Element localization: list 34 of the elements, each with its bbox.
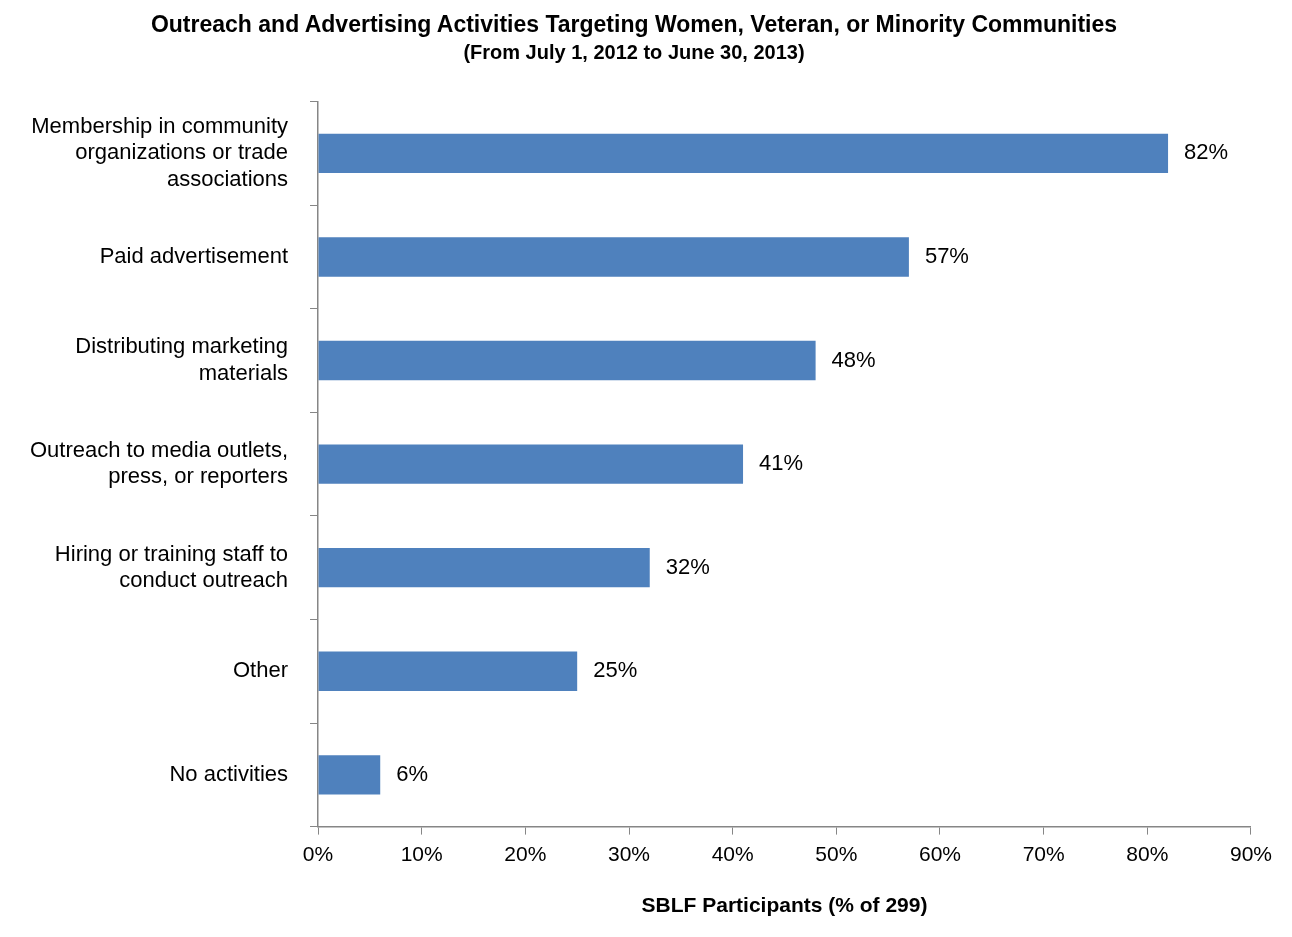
x-tick-label: 20% (504, 842, 547, 865)
bar (318, 237, 909, 277)
bar (318, 651, 578, 691)
chart-title: Outreach and Advertising Activities Targeting Women, Veteran, or Minority Communities (150, 11, 1118, 38)
bar (318, 547, 650, 588)
x-tick-label: 40% (711, 842, 754, 865)
data-label: 41% (759, 450, 804, 476)
y-tick-label: Paid advertisement (99, 243, 289, 269)
bar (318, 444, 744, 484)
bar (318, 755, 381, 795)
x-tick-label: 60% (918, 842, 962, 865)
bar (318, 340, 816, 381)
chart-subtitle: (From July 1, 2012 to June 30, 2013) (463, 41, 805, 64)
data-label: 57% (924, 243, 969, 269)
y-tick-label: Outreach to media outlets, press, or reporters (30, 436, 289, 489)
x-tick-label: 30% (608, 842, 651, 865)
y-tick-label: No activities (169, 760, 289, 786)
y-tick-label: Membership in community organizations or trade associations (31, 113, 289, 191)
data-label: 32% (665, 553, 710, 579)
x-axis-title: SBLF Participants (% of 299) (641, 893, 928, 917)
y-tick-label: Hiring or training staff to conduct outreach (54, 540, 289, 592)
x-tick-label: 90% (1229, 842, 1272, 865)
bar (318, 133, 1169, 174)
data-label: 25% (593, 657, 638, 683)
x-tick-label: 80% (1126, 842, 1169, 865)
x-tick-label: 0% (302, 842, 334, 865)
y-tick-label: Other (233, 657, 289, 683)
y-tick-label: Distributing marketing materials (75, 333, 289, 385)
data-label: 48% (831, 346, 876, 372)
x-tick-label: 10% (400, 842, 443, 865)
data-label: 82% (1184, 139, 1229, 165)
data-label: 6% (396, 760, 429, 786)
x-tick-label: 50% (815, 842, 858, 865)
x-tick-label: 70% (1022, 842, 1065, 865)
